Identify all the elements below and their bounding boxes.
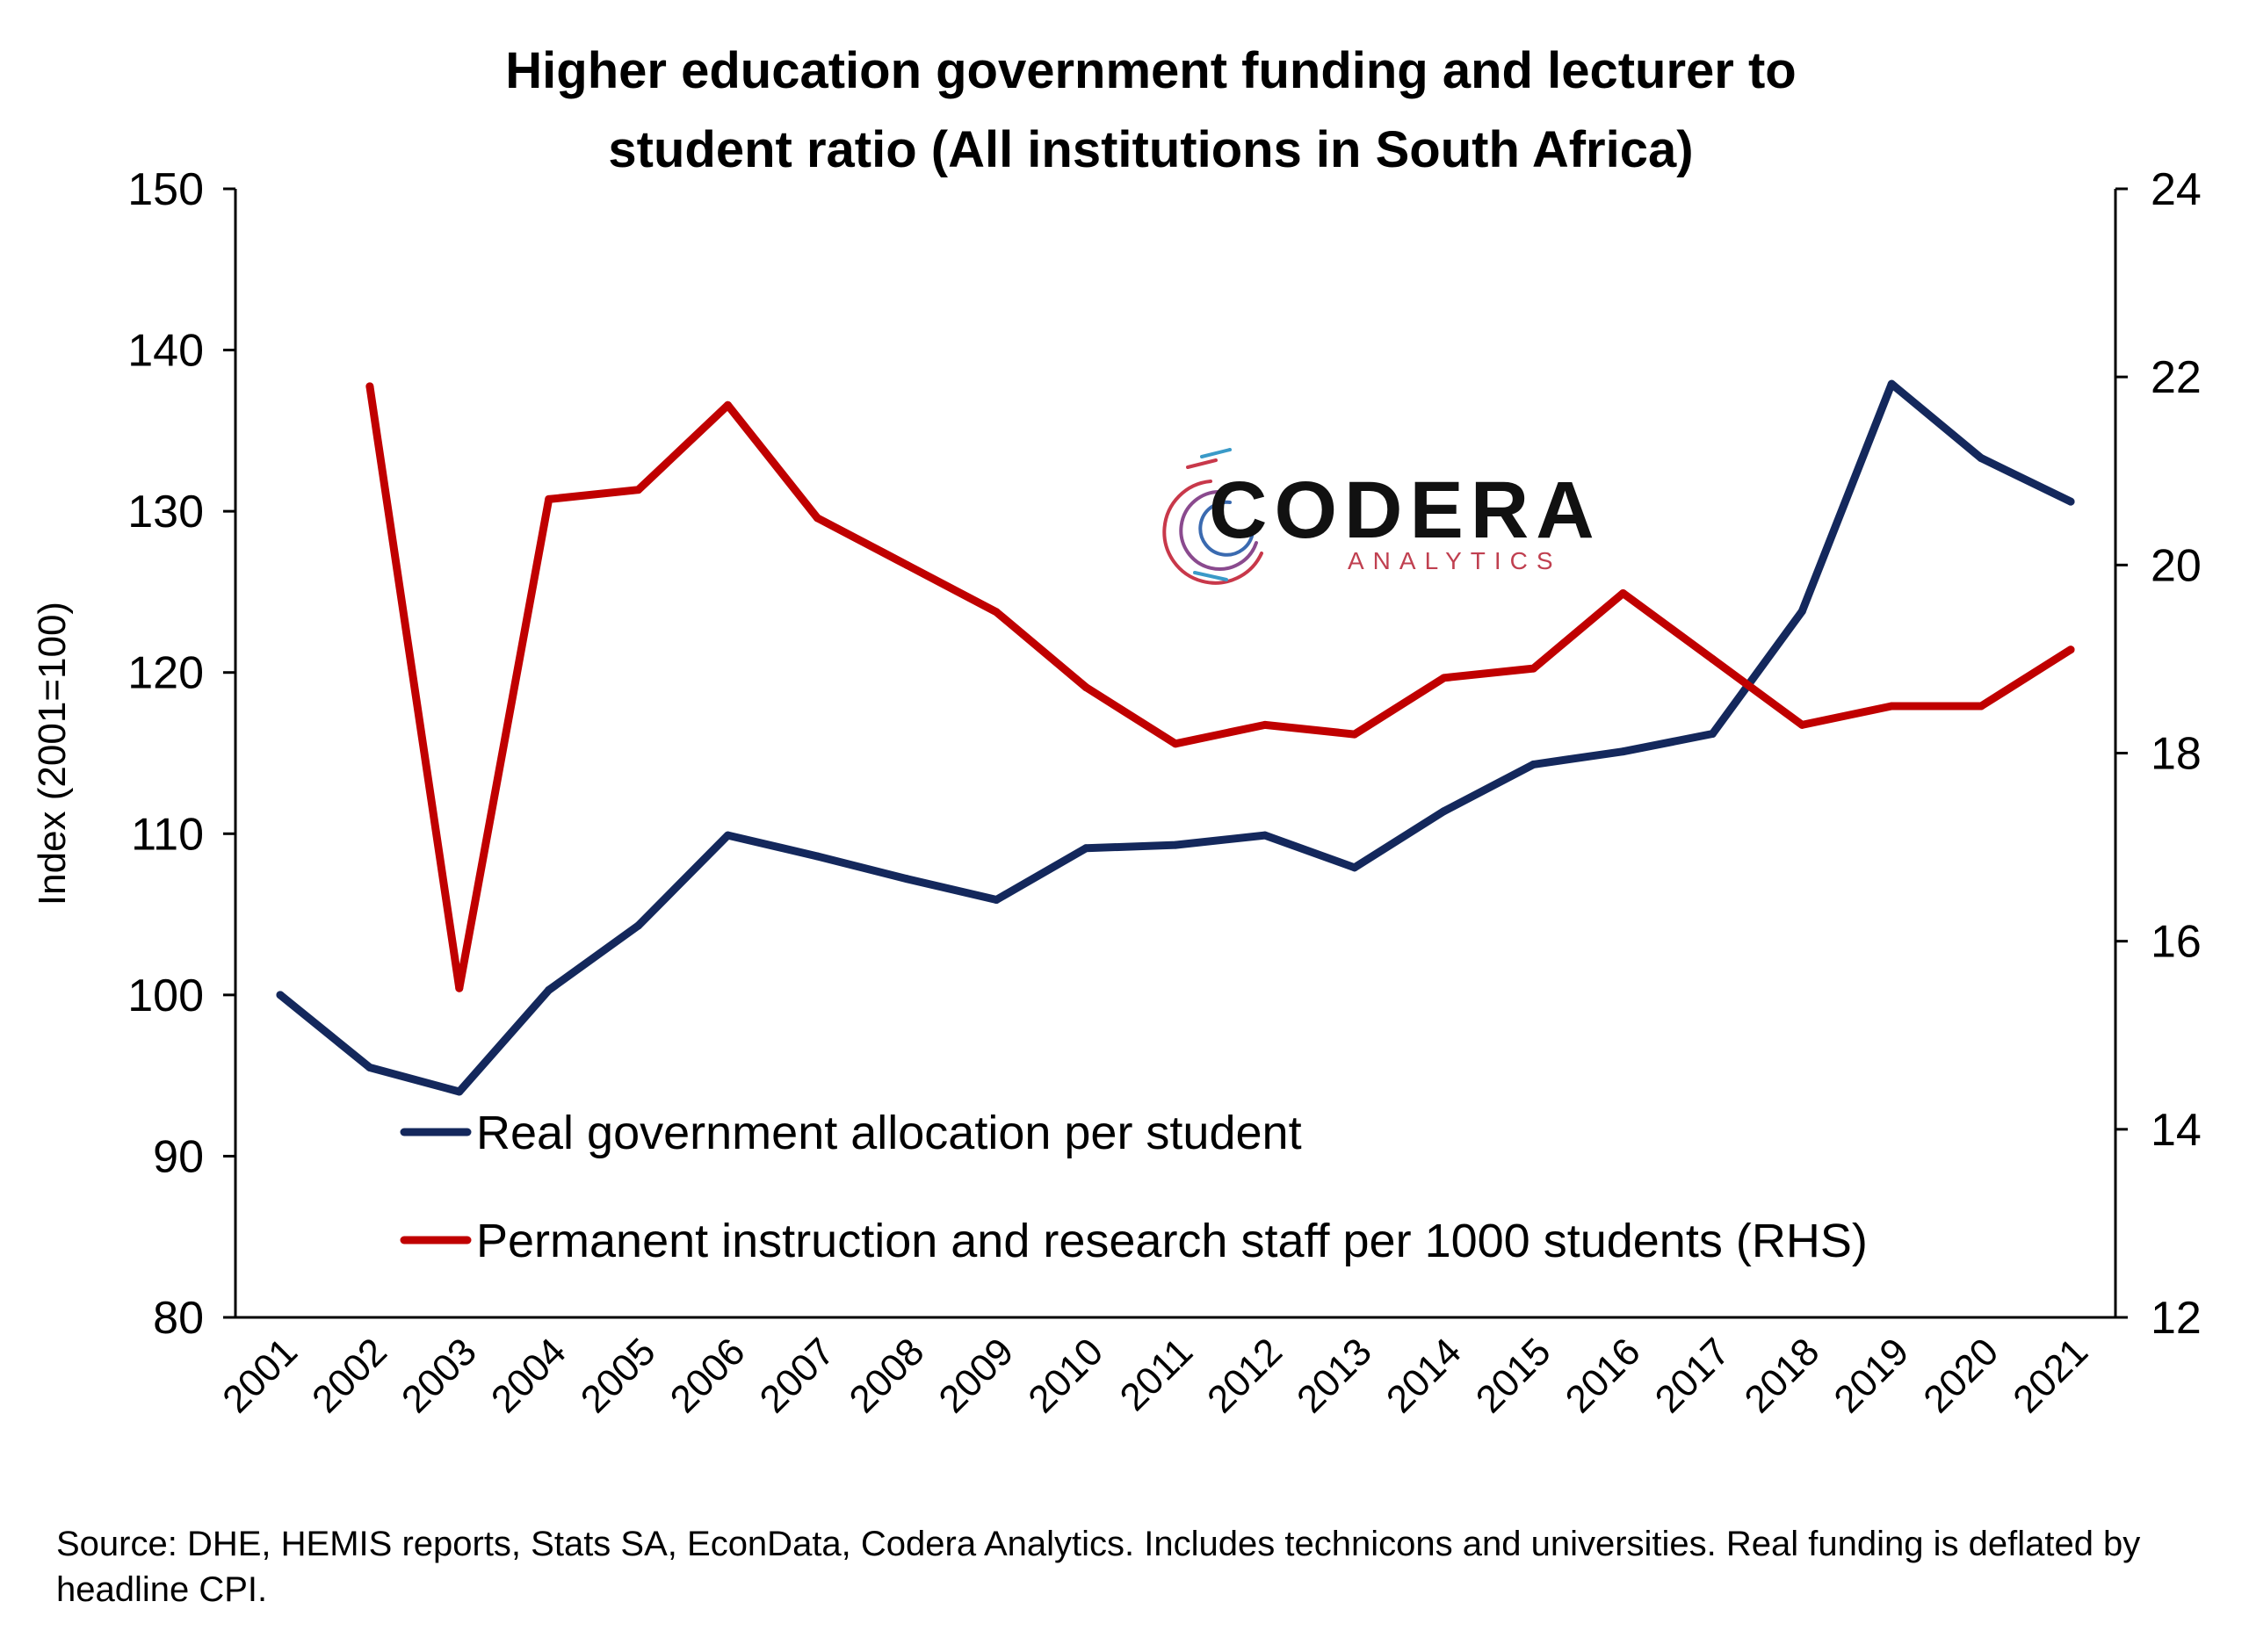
left-y-tick-label: 140 [127, 326, 204, 377]
data-point-funding [1350, 863, 1359, 872]
x-tick-label: 2006 [662, 1330, 754, 1421]
data-point-funding [1797, 607, 1806, 616]
data-point-funding [2066, 497, 2075, 506]
right-y-tick-label: 18 [2151, 729, 2202, 780]
data-point-staff [1440, 674, 1449, 682]
x-tick-label: 2005 [573, 1330, 664, 1421]
left-y-axis-label: Index (2001=100) [31, 602, 74, 905]
chart-title-line-2: student ratio (All institutions in South… [608, 121, 1693, 178]
data-point-funding [365, 1063, 374, 1071]
left-y-tick-label: 120 [127, 648, 204, 699]
x-axis-ticks: 2001200220032004200520062007200820092010… [214, 1330, 2096, 1421]
series-line-staff [365, 382, 2075, 992]
chart-title-line-1: Higher education government funding and … [505, 42, 1796, 99]
x-tick-label: 2015 [1468, 1330, 1559, 1421]
x-tick-label: 2003 [394, 1330, 485, 1421]
data-point-staff [1171, 739, 1180, 748]
right-y-tick-label: 12 [2151, 1293, 2202, 1344]
legend-item-funding: Real government allocation per student [400, 1107, 1302, 1159]
data-point-staff [813, 514, 821, 523]
data-point-staff [634, 486, 643, 494]
data-point-staff [2066, 646, 2075, 654]
data-point-staff [1797, 720, 1806, 729]
right-y-tick-label: 20 [2151, 540, 2202, 591]
x-tick-label: 2001 [214, 1330, 306, 1421]
data-point-staff [723, 400, 732, 409]
left-y-tick-label: 80 [153, 1293, 204, 1344]
x-tick-label: 2018 [1737, 1330, 1828, 1421]
logo-name: CODERA [1209, 465, 1602, 555]
x-tick-label: 2004 [483, 1330, 575, 1421]
data-point-funding [902, 875, 911, 884]
x-tick-label: 2011 [1112, 1330, 1202, 1419]
data-point-funding [992, 896, 1001, 905]
data-point-staff [365, 382, 374, 391]
x-tick-label: 2017 [1647, 1330, 1739, 1421]
x-tick-label: 2013 [1289, 1330, 1380, 1421]
x-tick-label: 2008 [841, 1330, 932, 1421]
data-point-staff [1261, 720, 1269, 729]
legend-label-staff: Permanent instruction and research staff… [476, 1215, 1868, 1267]
data-point-staff [545, 494, 553, 503]
right-y-tick-label: 24 [2151, 164, 2202, 215]
right-y-axis-ticks: 12 14 16 18 20 22 24 [2115, 164, 2202, 1344]
data-point-staff [1081, 683, 1090, 692]
left-y-tick-label: 130 [127, 487, 204, 537]
x-tick-label: 2020 [1915, 1330, 2007, 1421]
right-y-tick-label: 16 [2151, 917, 2202, 968]
right-y-tick-label: 14 [2151, 1105, 2202, 1156]
right-y-tick-label: 22 [2151, 352, 2202, 403]
data-point-staff [1529, 664, 1538, 673]
x-tick-label: 2019 [1826, 1330, 1917, 1421]
left-y-tick-label: 100 [127, 970, 204, 1021]
legend-label-funding: Real government allocation per student [476, 1107, 1302, 1159]
series-layer [276, 379, 2075, 1096]
left-y-axis-ticks: 80 90 100 110 120 130 140 150 [127, 164, 235, 1344]
chart-title: Higher education government funding and … [505, 42, 1796, 178]
x-tick-label: 2010 [1020, 1330, 1111, 1421]
data-point-funding [1171, 840, 1180, 849]
data-point-staff [992, 608, 1001, 617]
legend: Real government allocation per student P… [400, 1107, 1868, 1267]
data-point-staff [1887, 702, 1896, 711]
x-tick-label: 2012 [1199, 1330, 1291, 1421]
logo-tagline: ANALYTICS [1348, 547, 1562, 574]
data-point-funding [455, 1087, 464, 1096]
x-tick-label: 2009 [930, 1330, 1022, 1421]
data-point-funding [1977, 454, 1985, 463]
x-tick-label: 2007 [752, 1330, 843, 1421]
series-line-funding [276, 379, 2075, 1096]
source-note: Source: DHE, HEMIS reports, Stats SA, Ec… [56, 1525, 2141, 1609]
data-point-funding [634, 921, 643, 930]
data-point-funding [1440, 807, 1449, 816]
data-point-staff [455, 984, 464, 992]
data-point-funding [1529, 760, 1538, 768]
data-point-staff [1708, 654, 1717, 663]
data-point-staff [902, 560, 911, 569]
left-y-tick-label: 150 [127, 164, 204, 215]
data-point-funding [1261, 831, 1269, 840]
codera-logo: CODERA ANALYTICS [1162, 448, 1602, 585]
x-tick-label: 2014 [1378, 1330, 1470, 1421]
data-point-staff [1977, 702, 1985, 711]
legend-item-staff: Permanent instruction and research staff… [400, 1215, 1868, 1267]
data-point-funding [1081, 844, 1090, 853]
data-point-funding [1887, 379, 1896, 388]
x-tick-label: 2002 [304, 1330, 395, 1421]
x-tick-label: 2021 [2005, 1330, 2096, 1421]
data-point-staff [1619, 588, 1628, 597]
codera-logo-mark [1162, 448, 1263, 585]
left-y-tick-label: 90 [153, 1131, 204, 1182]
left-y-tick-label: 110 [131, 809, 204, 860]
data-point-staff [1350, 730, 1359, 739]
data-point-funding [813, 852, 821, 861]
data-point-funding [545, 985, 553, 994]
data-point-funding [1708, 729, 1717, 738]
data-point-funding [276, 991, 285, 999]
x-tick-label: 2016 [1558, 1330, 1649, 1421]
data-point-funding [723, 831, 732, 840]
data-point-funding [1619, 747, 1628, 756]
